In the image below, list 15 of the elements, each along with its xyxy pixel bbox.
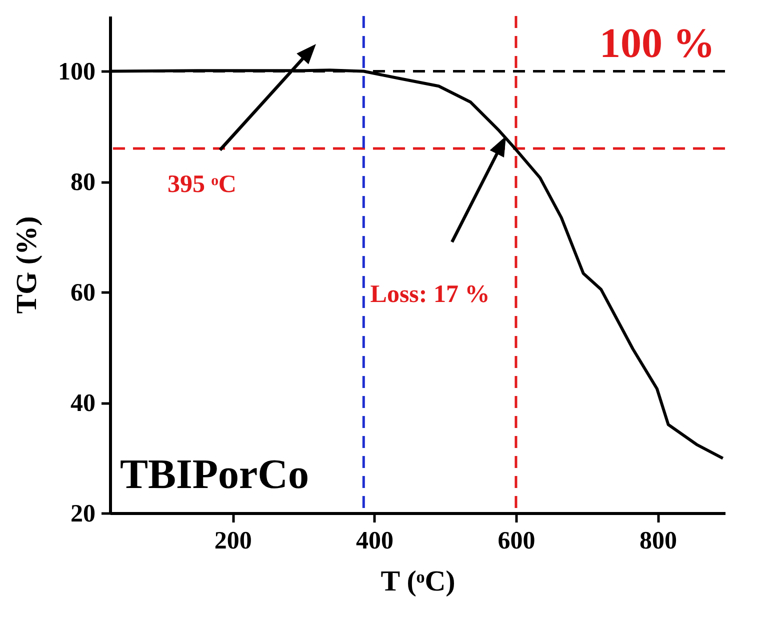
annotation: 395 ᵒC: [168, 171, 236, 198]
y-tick-label: 40: [70, 390, 96, 418]
x-tick-label: 400: [356, 528, 394, 554]
x-tick-label: 800: [639, 528, 677, 554]
x-tick-label: 600: [498, 528, 536, 554]
y-tick-label: 80: [70, 169, 96, 196]
x-axis-title: T (ᵒC): [380, 566, 456, 598]
y-axis-title: TG (%): [11, 216, 43, 314]
annotation: TBIPorCo: [120, 452, 309, 498]
y-tick-label: 20: [70, 500, 96, 528]
y-tick-label: 100: [58, 58, 96, 86]
annotation: Loss: 17 %: [370, 281, 490, 308]
y-tick-label: 60: [70, 280, 96, 307]
x-tick-label: 200: [214, 528, 252, 554]
annotation: 100 %: [600, 21, 715, 67]
